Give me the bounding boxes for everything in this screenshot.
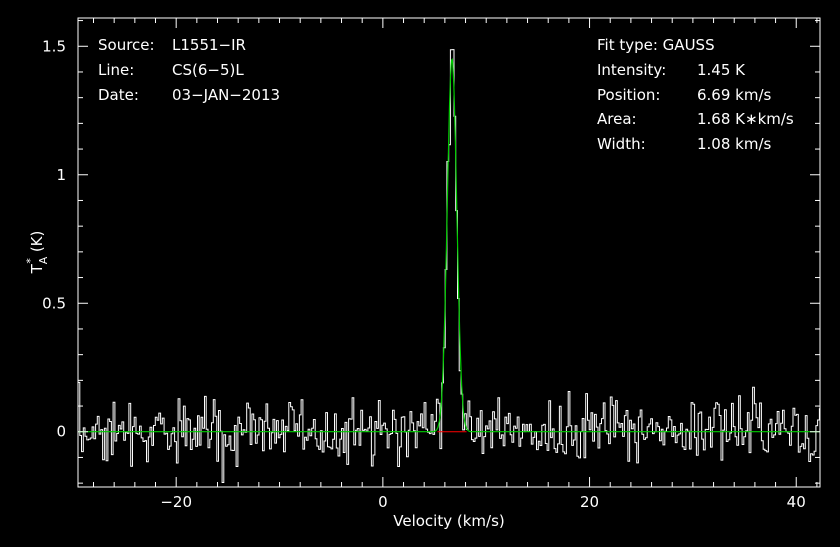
y-axis-title-subscript: A — [37, 256, 50, 264]
y-axis-title-superscript: * — [24, 258, 37, 264]
info-date-value: 03−JAN−2013 — [172, 86, 280, 104]
fit-width-value: 1.08 km/s — [697, 135, 772, 153]
info-right: Fit type: GAUSS Intensity: 1.45 K Positi… — [597, 36, 794, 153]
y-tick-label: 0.5 — [42, 294, 66, 312]
fit-type: Fit type: GAUSS — [597, 36, 715, 54]
plot-frame — [77, 17, 821, 488]
x-axis-title: Velocity (km/s) — [393, 512, 504, 530]
fit-intensity-value: 1.45 K — [697, 61, 746, 79]
plot-content — [78, 49, 820, 483]
tick-labels: −20 0 20 40 0 0.5 1 1.5 — [42, 37, 806, 511]
x-tick-label: −20 — [160, 493, 192, 511]
fit-position-label: Position: — [597, 86, 660, 104]
fit-area-label: Area: — [597, 110, 637, 128]
x-tick-label: 20 — [580, 493, 599, 511]
fit-intensity-label: Intensity: — [597, 61, 666, 79]
observed-spectrum — [78, 49, 820, 483]
x-tick-label: 0 — [378, 493, 388, 511]
fit-area-value: 1.68 K∗km/s — [697, 110, 794, 128]
y-axis-title-symbol: T — [28, 263, 46, 274]
axis-ticks — [78, 18, 820, 487]
info-left: Source: L1551−IR Line: CS(6−5)L Date: 03… — [98, 36, 280, 104]
info-line-label: Line: — [98, 61, 134, 79]
y-axis-title: TA* (K) — [24, 231, 50, 275]
info-source-value: L1551−IR — [172, 36, 246, 54]
fit-position-value: 6.69 km/s — [697, 86, 772, 104]
gaussian-fit-line — [78, 57, 820, 433]
info-source-label: Source: — [98, 36, 155, 54]
y-axis-title-unit: (K) — [28, 231, 46, 253]
fit-width-label: Width: — [597, 135, 646, 153]
y-tick-label: 0 — [56, 423, 66, 441]
y-tick-label: 1.5 — [42, 37, 66, 55]
x-tick-label: 40 — [787, 493, 806, 511]
info-line-value: CS(6−5)L — [172, 61, 244, 79]
y-tick-label: 1 — [56, 166, 66, 184]
info-date-label: Date: — [98, 86, 139, 104]
y-axis-title-text: TA* (K) — [24, 231, 50, 275]
